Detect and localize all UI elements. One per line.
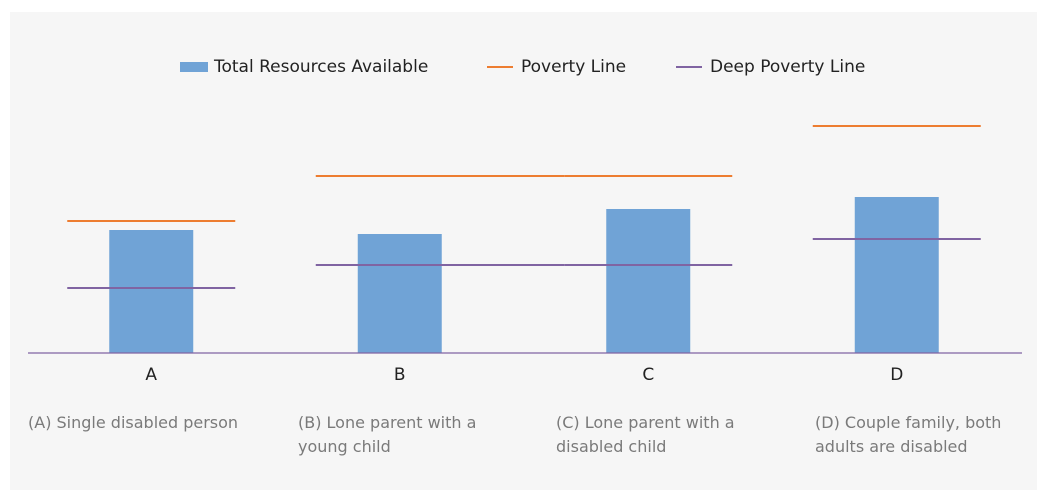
legend-swatch xyxy=(180,62,208,72)
x-tick-label: C xyxy=(642,365,654,385)
x-tick-label: A xyxy=(145,365,157,385)
caption: (C) Lone parent with a disabled child xyxy=(556,413,735,456)
caption: (B) Lone parent with a young child xyxy=(298,413,477,456)
legend-label: Deep Poverty Line xyxy=(710,57,865,77)
bar xyxy=(109,230,194,353)
caption: (D) Couple family, both adults are disab… xyxy=(815,413,1002,456)
bar xyxy=(854,197,939,353)
bar xyxy=(357,234,442,353)
x-tick-label: B xyxy=(394,365,406,385)
legend-label: Total Resources Available xyxy=(213,57,428,77)
legend-label: Poverty Line xyxy=(521,57,626,77)
x-tick-label: D xyxy=(890,365,903,385)
caption: (A) Single disabled person xyxy=(28,413,239,432)
bar xyxy=(606,209,691,353)
